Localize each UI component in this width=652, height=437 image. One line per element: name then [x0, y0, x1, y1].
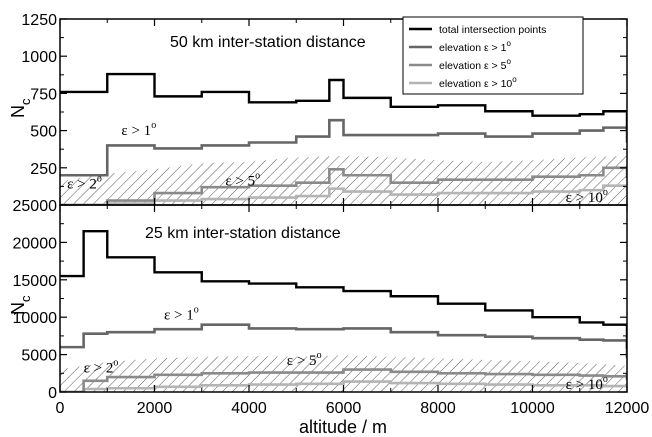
legend-box: [402, 16, 584, 95]
x-tick-label: 6000: [326, 400, 362, 417]
svg-text:Nc: Nc: [8, 295, 33, 315]
bottom-panel: 0 5000 10000 15000 20000 25000 0 2000 4000 6000 8…: [8, 198, 649, 437]
y-tick-label: 250: [30, 161, 57, 178]
bottom-y-axis-title: Nc: [8, 295, 33, 315]
bottom-panel-title: 25 km inter-station distance: [145, 225, 341, 242]
y-tick-label: 750: [30, 86, 57, 103]
bottom-annotations: ε > 1o ε > 2o ε > 5o ε > 10o: [84, 304, 608, 393]
x-tick-label: 12000: [605, 400, 650, 417]
y-tick-label: 5000: [21, 348, 57, 365]
series-line-1: [60, 323, 627, 359]
y-tick-label: 500: [30, 124, 57, 141]
y-tick-label: 0: [48, 385, 57, 402]
legend-label: elevation ε > 10o: [439, 75, 517, 90]
series-line-3: [60, 380, 627, 392]
epsilon-annotation: ε > 5o: [287, 350, 322, 369]
y-tick-label: 10000: [13, 310, 58, 327]
legend-label: elevation ε > 1o: [439, 39, 511, 54]
bottom-x-ticks: 0 2000 4000 6000 8000 10000 12000: [56, 205, 650, 417]
y-tick-label: 15000: [13, 273, 58, 290]
series-line-0: [60, 72, 627, 131]
x-axis-title: altitude / m: [299, 417, 387, 437]
top-y-axis-title: Nc: [8, 98, 33, 118]
x-tick-label: 4000: [231, 400, 267, 417]
epsilon-annotation: ε > 10o: [566, 187, 608, 206]
svg-text:Nc: Nc: [8, 98, 33, 118]
series-line-3: [60, 184, 627, 205]
hatch-band-area: [60, 155, 627, 205]
legend: total intersection points elevation ε > 1…: [402, 16, 584, 95]
x-tick-label: 0: [56, 400, 65, 417]
top-hatch-band: [60, 155, 627, 205]
top-y-ticks: 250 500 750 1000 1250: [21, 12, 627, 206]
legend-label: elevation ε > 5o: [439, 57, 511, 72]
series-line-1: [60, 118, 627, 177]
epsilon-annotation: ε > 1o: [164, 304, 199, 323]
legend-label: total intersection points: [439, 24, 546, 36]
x-tick-label: 10000: [510, 400, 555, 417]
series-line-0: [60, 229, 627, 349]
epsilon-annotation: ε > 2o: [67, 174, 102, 193]
x-tick-label: 2000: [137, 400, 173, 417]
y-tick-label: 25000: [13, 198, 58, 215]
top-annotations: ε > 1o ε > 2o ε > 5o ε > 10o: [67, 120, 608, 206]
epsilon-annotation: ε > 1o: [121, 120, 156, 139]
epsilon-annotation: ε > 2o: [84, 358, 119, 377]
y-tick-label: 20000: [13, 235, 58, 252]
epsilon-annotation: ε > 10o: [566, 374, 608, 393]
y-tick-label: 1000: [21, 49, 57, 66]
bottom-y-ticks: 0 5000 10000 15000 20000 25000: [13, 198, 627, 402]
epsilon-annotation: ε > 5o: [225, 171, 260, 190]
top-panel-title: 50 km inter-station distance: [170, 34, 366, 51]
y-tick-label: 1250: [21, 12, 57, 29]
top-series-group: [60, 72, 627, 205]
top-panel: 250 500 750 1000 1250 50 km inter-station di…: [8, 12, 628, 206]
bottom-series-group: [60, 229, 627, 392]
series-line-2: [60, 166, 627, 205]
series-line-2: [60, 368, 627, 392]
x-tick-label: 8000: [420, 400, 456, 417]
